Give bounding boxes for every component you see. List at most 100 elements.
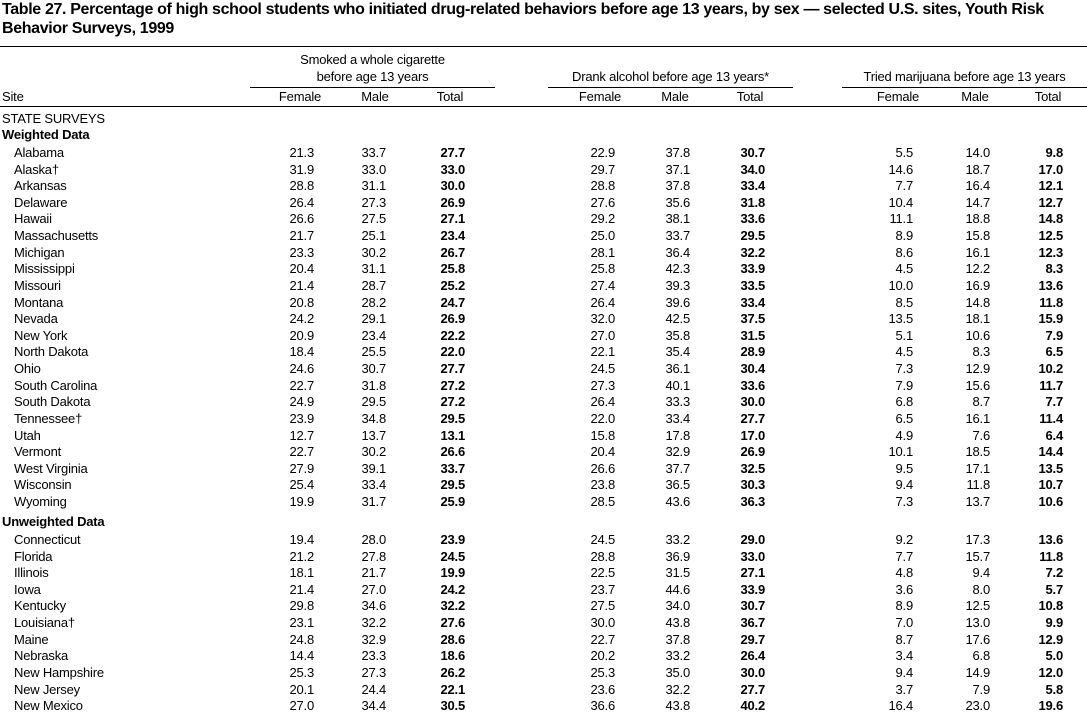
site-name: Vermont bbox=[14, 444, 62, 460]
cell-value: 33.4 bbox=[740, 178, 765, 194]
cell-value: 5.0 bbox=[1045, 648, 1064, 664]
site-name: New Jersey bbox=[14, 681, 80, 697]
cell-value: 10.2 bbox=[1038, 361, 1063, 377]
cell-value: 30.0 bbox=[440, 178, 465, 194]
cell-value: 30.5 bbox=[440, 698, 465, 714]
cell-value: 26.9 bbox=[440, 194, 465, 210]
site-name: Montana bbox=[14, 294, 64, 310]
cell-value: 34.6 bbox=[361, 598, 386, 614]
cell-value: 12.0 bbox=[1038, 664, 1063, 680]
cell-value: 20.8 bbox=[289, 294, 314, 310]
cell-value: 7.6 bbox=[972, 427, 991, 443]
cell-value: 19.9 bbox=[440, 565, 465, 581]
cell-value: 9.9 bbox=[1045, 615, 1064, 631]
cell-value: 26.4 bbox=[289, 194, 314, 210]
cell-value: 8.9 bbox=[895, 228, 914, 244]
cell-value: 23.9 bbox=[440, 532, 465, 547]
rule bbox=[0, 46, 1087, 47]
site-name: Arkansas bbox=[14, 178, 67, 194]
cell-value: 29.5 bbox=[440, 477, 465, 493]
cell-value: 13.6 bbox=[1038, 277, 1063, 293]
cell-value: 44.6 bbox=[665, 581, 690, 597]
cell-value: 30.2 bbox=[361, 444, 386, 460]
cell-value: 19.4 bbox=[289, 532, 314, 547]
cell-value: 9.4 bbox=[895, 664, 914, 680]
cell-value: 7.9 bbox=[1045, 327, 1064, 343]
cell-value: 33.4 bbox=[665, 410, 690, 426]
cell-value: 23.4 bbox=[361, 327, 386, 343]
cell-value: 21.3 bbox=[289, 145, 314, 160]
cell-value: 11.1 bbox=[889, 211, 913, 227]
cell-value: 38.1 bbox=[665, 211, 690, 227]
cell-value: 33.9 bbox=[740, 261, 765, 277]
cell-value: 7.3 bbox=[895, 361, 914, 377]
site-name: Mississippi bbox=[14, 261, 75, 277]
table-title: Table 27. Percentage of high school stud… bbox=[2, 1, 1044, 37]
cell-value: 21.4 bbox=[289, 581, 314, 597]
cell-value: 11.8 bbox=[966, 477, 990, 493]
cell-value: 27.4 bbox=[590, 277, 615, 293]
cell-value: 21.4 bbox=[289, 277, 314, 293]
cell-value: 32.2 bbox=[440, 598, 465, 614]
cell-value: 22.2 bbox=[440, 327, 465, 343]
cell-value: 32.2 bbox=[665, 681, 690, 697]
cell-value: 33.2 bbox=[665, 532, 690, 547]
site-name: Missouri bbox=[14, 277, 61, 293]
cell-value: 22.0 bbox=[440, 344, 465, 360]
cell-value: 28.0 bbox=[361, 532, 386, 547]
cell-value: 9.4 bbox=[972, 565, 991, 581]
cell-value: 43.8 bbox=[665, 698, 690, 714]
cell-value: 27.2 bbox=[440, 377, 465, 393]
cell-value: 15.6 bbox=[965, 377, 990, 393]
cell-value: 24.2 bbox=[440, 581, 465, 597]
cell-value: 21.7 bbox=[361, 565, 386, 581]
cell-value: 26.9 bbox=[740, 444, 765, 460]
cell-value: 27.2 bbox=[440, 394, 465, 410]
cell-value: 39.3 bbox=[665, 277, 690, 293]
cell-value: 23.8 bbox=[590, 477, 615, 493]
cell-value: 27.1 bbox=[740, 565, 765, 581]
cell-value: 30.0 bbox=[590, 615, 615, 631]
cell-value: 30.0 bbox=[740, 394, 765, 410]
cell-value: 21.7 bbox=[289, 228, 314, 244]
cell-value: 43.6 bbox=[665, 494, 690, 510]
cell-value: 8.3 bbox=[1045, 261, 1064, 277]
cell-value: 40.2 bbox=[740, 698, 765, 714]
cell-value: 28.8 bbox=[590, 178, 615, 194]
cell-value: 3.4 bbox=[895, 648, 914, 664]
cell-value: 26.9 bbox=[440, 311, 465, 327]
cell-value: 43.8 bbox=[665, 615, 690, 631]
column-header: Total bbox=[736, 89, 764, 104]
cell-value: 12.2 bbox=[965, 261, 990, 277]
cell-value: 23.4 bbox=[440, 228, 465, 244]
cell-value: 10.4 bbox=[888, 194, 913, 210]
cell-value: 15.9 bbox=[1038, 311, 1063, 327]
cell-value: 22.1 bbox=[440, 681, 465, 697]
cell-value: 37.5 bbox=[740, 311, 765, 327]
cell-value: 14.8 bbox=[1038, 211, 1063, 227]
cell-value: 25.3 bbox=[590, 664, 615, 680]
cell-value: 32.5 bbox=[740, 460, 765, 476]
cell-value: 7.9 bbox=[895, 377, 914, 393]
cell-value: 22.0 bbox=[590, 410, 615, 426]
site-name: Nevada bbox=[14, 311, 58, 327]
column-header: Total bbox=[436, 89, 464, 104]
cell-value: 6.4 bbox=[1045, 427, 1064, 443]
cell-value: 11.4 bbox=[1039, 410, 1063, 426]
site-name: Ohio bbox=[14, 361, 41, 377]
column-header: Female bbox=[578, 89, 622, 104]
cell-value: 30.0 bbox=[740, 664, 765, 680]
cell-value: 12.5 bbox=[1038, 228, 1063, 244]
cell-value: 23.9 bbox=[289, 410, 314, 426]
cell-value: 25.1 bbox=[361, 228, 386, 244]
cell-value: 14.8 bbox=[965, 294, 990, 310]
cell-value: 18.4 bbox=[289, 344, 314, 360]
cell-value: 23.1 bbox=[289, 615, 314, 631]
cell-value: 11.8 bbox=[1039, 294, 1063, 310]
cell-value: 9.4 bbox=[895, 477, 914, 493]
cell-value: 32.9 bbox=[361, 631, 386, 647]
cell-value: 18.1 bbox=[965, 311, 990, 327]
cell-value: 18.6 bbox=[440, 648, 465, 664]
cell-value: 16.1 bbox=[965, 410, 990, 426]
cell-value: 32.2 bbox=[361, 615, 386, 631]
